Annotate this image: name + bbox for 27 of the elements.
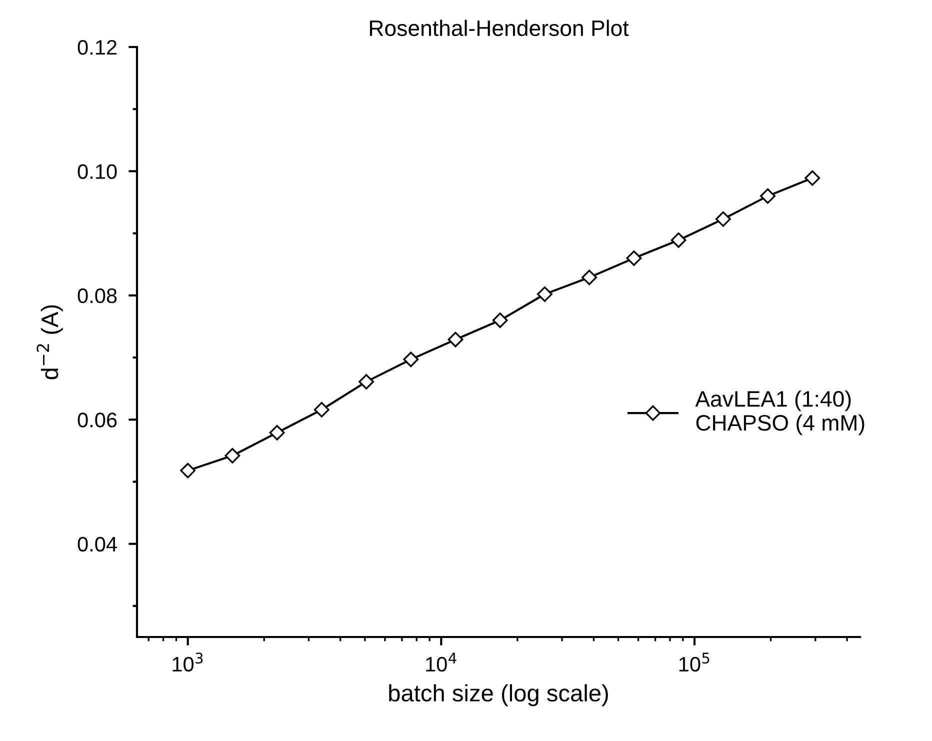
y-tick-label: 0.04 (78, 536, 117, 552)
x-axis-title: batch size (log scale) (389, 684, 608, 706)
y-axis-title: d$^{−2}$ (A) (36, 305, 63, 380)
x-tick-label: 10$^{3}$ (172, 652, 203, 672)
chart-title: Rosenthal-Henderson Plot (370, 20, 629, 36)
y-tick-label: 0.12 (78, 40, 117, 55)
x-tick-label: 10$^{5}$ (679, 652, 710, 672)
point (626, 250, 642, 266)
point (358, 374, 374, 390)
x-tick-label: 10$^{4}$ (426, 652, 456, 672)
y-tick-label: 0.06 (78, 412, 117, 428)
point (537, 286, 552, 302)
point (804, 170, 820, 186)
point (180, 462, 196, 478)
point (403, 352, 419, 368)
point (760, 188, 776, 204)
point (314, 402, 330, 418)
legend-label: AavLEA1 (1:40) CHAPSO (4 mM) (695, 390, 864, 436)
point (224, 448, 240, 464)
point (582, 270, 598, 286)
y-tick-label: 0.10 (78, 164, 117, 179)
point (269, 424, 285, 440)
y-tick-label: 0.08 (78, 288, 117, 304)
point (448, 332, 464, 348)
point (670, 232, 686, 248)
point (492, 312, 508, 328)
point (715, 211, 731, 227)
